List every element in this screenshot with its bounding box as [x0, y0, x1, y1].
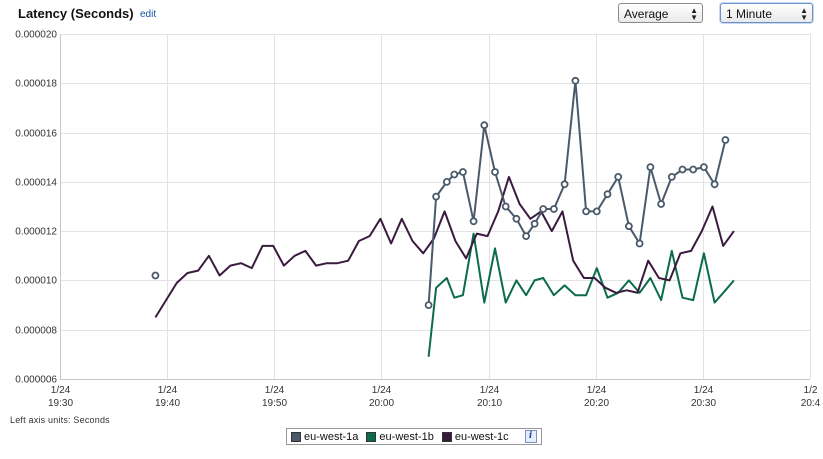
data-point-eu-west-1a: [657, 200, 665, 208]
data-point-eu-west-1a: [603, 190, 612, 199]
period-value: 1 Minute: [726, 7, 773, 21]
legend-label: eu-west-1a: [304, 430, 359, 443]
data-point-eu-west-1a: [424, 301, 433, 310]
legend-item[interactable]: eu-west-1a: [291, 431, 358, 443]
y-tick-label: 0.000006: [15, 375, 57, 386]
data-point-eu-west-1a: [614, 172, 623, 181]
legend-item[interactable]: eu-west-1b: [366, 430, 434, 443]
legend-swatch: [441, 431, 452, 442]
data-point-eu-west-1a: [432, 192, 441, 201]
y-tick-label: 0.000020: [15, 30, 57, 41]
up-down-arrows-icon: ▲ ▼: [800, 6, 808, 22]
chart-header: Latency (Seconds) edit Average ▲ ▼ 1 Minu…: [0, 0, 823, 30]
legend-swatch: [291, 431, 301, 442]
statistic-value: Average: [624, 7, 669, 21]
data-point-eu-west-1a: [667, 172, 676, 181]
legend-swatch: [366, 431, 377, 442]
x-tick-time-label: 19:40: [155, 398, 180, 409]
x-tick-date-label: 1/24: [265, 385, 285, 396]
x-tick-time-label: 20:00: [369, 398, 394, 409]
data-point-eu-west-1a: [550, 205, 558, 213]
y-tick-label: 0.000012: [15, 227, 57, 238]
data-point-eu-west-1a: [491, 168, 499, 176]
x-tick-time-label: 20:10: [477, 398, 502, 409]
data-point-eu-west-1a: [625, 222, 633, 231]
data-point-eu-west-1a: [721, 136, 730, 144]
x-tick-date-label: 1/24: [480, 385, 500, 396]
data-point-eu-west-1a: [469, 217, 478, 226]
legend: eu-west-1a eu-west-1b eu-west-1c i: [286, 428, 542, 445]
y-tick-label: 0.000018: [15, 79, 57, 90]
data-point-eu-west-1a: [571, 76, 580, 85]
edit-link[interactable]: edit: [140, 9, 157, 20]
statistic-select[interactable]: Average ▲ ▼: [618, 3, 703, 23]
data-point-eu-west-1a: [678, 165, 687, 174]
x-tick-date-label: 1/24: [158, 385, 178, 396]
data-point-eu-west-1a: [501, 202, 510, 211]
chart-title: Latency (Seconds): [18, 6, 134, 21]
x-tick-time-label: 20:30: [691, 398, 716, 409]
x-tick-time-label: 19:30: [48, 398, 73, 409]
data-point-eu-west-1a: [522, 232, 530, 241]
x-tick-date-label: 1/24: [372, 385, 392, 396]
data-point-eu-west-1a: [700, 163, 708, 172]
x-tick-time-label: 19:50: [262, 398, 287, 409]
x-tick-time-label: 20:4: [801, 398, 821, 409]
data-point-eu-west-1a: [689, 165, 698, 174]
legend-label: eu-west-1b: [379, 430, 434, 443]
data-point-eu-west-1a: [442, 177, 451, 186]
x-tick-time-label: 20:20: [584, 398, 609, 409]
series-line-eu-west-1a: [427, 79, 727, 306]
data-point-eu-west-1a: [539, 205, 548, 213]
info-icon[interactable]: i: [524, 430, 537, 443]
axis-units-note: Left axis units: Seconds: [10, 415, 110, 425]
y-tick-label: 0.000016: [15, 129, 57, 140]
data-point-eu-west-1a: [151, 271, 160, 280]
up-down-arrows-icon: ▲ ▼: [690, 6, 698, 22]
legend-item[interactable]: eu-west-1c: [441, 430, 509, 443]
data-point-eu-west-1a: [635, 239, 644, 248]
series-line-eu-west-1b: [427, 232, 735, 357]
data-point-eu-west-1a: [560, 180, 569, 189]
legend-label: eu-west-1c: [454, 430, 509, 443]
series-line-eu-west-1c: [154, 175, 735, 318]
x-tick-date-label: 1/24: [694, 385, 714, 396]
x-tick-date-label: 1/24: [587, 385, 607, 396]
data-point-eu-west-1a: [592, 207, 601, 216]
data-point-eu-west-1a: [450, 170, 459, 179]
data-point-eu-west-1a: [480, 121, 489, 130]
data-point-eu-west-1a: [512, 214, 521, 223]
axes: 0.000006 0.000008 0.000010 0.000012 0.000014…: [15, 30, 820, 410]
y-tick-label: 0.000008: [15, 326, 57, 337]
x-tick-date-label: 1/24: [51, 385, 71, 396]
data-point-eu-west-1a: [582, 207, 590, 216]
series-lines: [151, 76, 735, 357]
period-select[interactable]: 1 Minute ▲ ▼: [720, 3, 813, 23]
data-point-eu-west-1a: [458, 168, 467, 176]
data-point-eu-west-1a: [710, 180, 719, 189]
data-point-eu-west-1a: [646, 163, 655, 172]
data-point-eu-west-1a: [530, 219, 539, 228]
x-tick-date-label: 1/2: [804, 385, 818, 396]
y-tick-label: 0.000014: [15, 178, 57, 189]
y-tick-label: 0.000010: [15, 276, 57, 287]
